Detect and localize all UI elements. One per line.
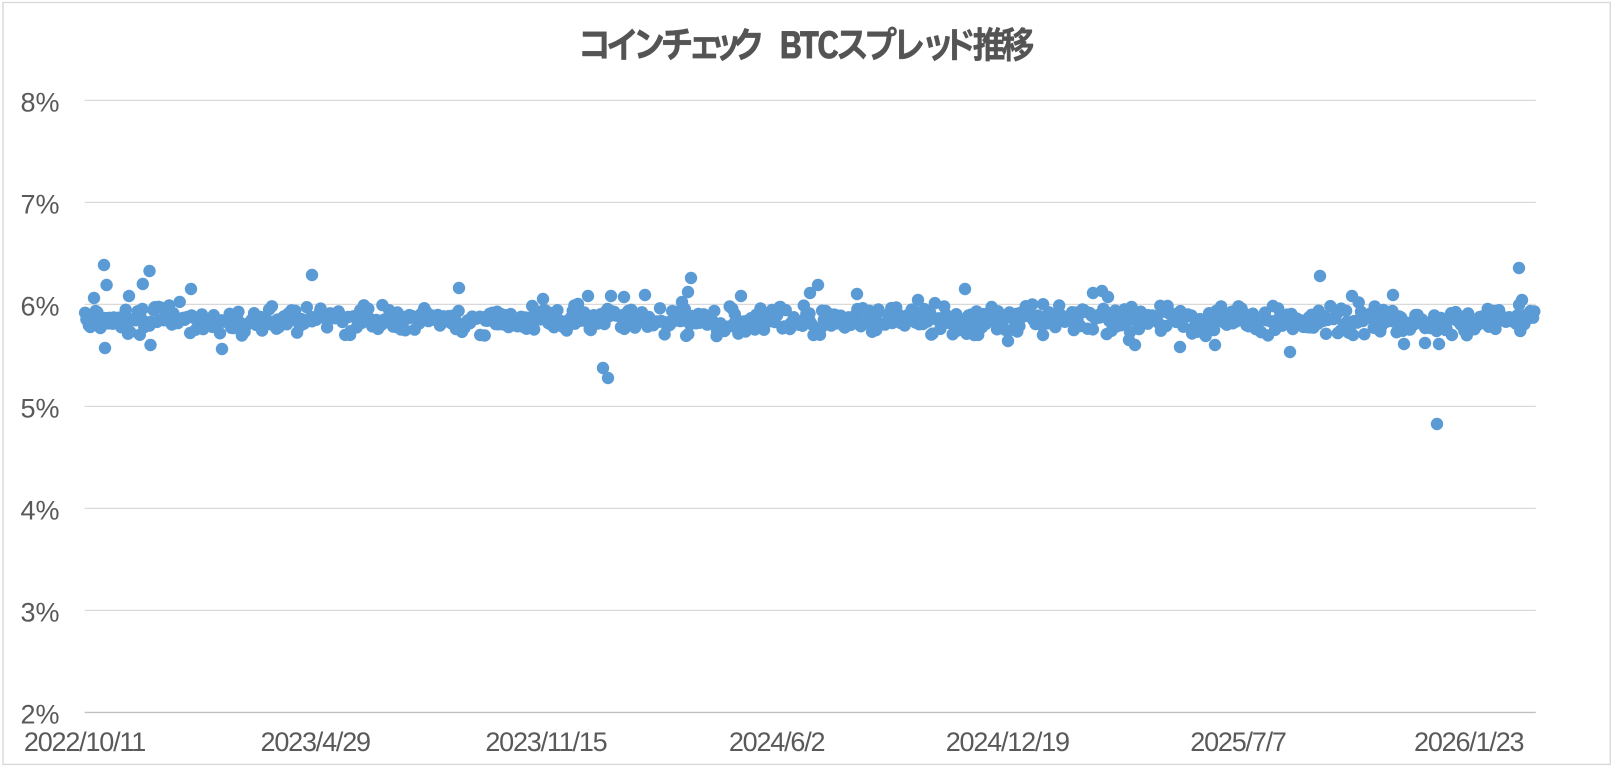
svg-text:2024/6/2: 2024/6/2 bbox=[729, 727, 825, 757]
svg-text:2023/11/15: 2023/11/15 bbox=[485, 727, 606, 757]
svg-text:2022/10/11: 2022/10/11 bbox=[24, 727, 145, 757]
svg-text:2025/7/7: 2025/7/7 bbox=[1190, 727, 1286, 757]
svg-text:2024/12/19: 2024/12/19 bbox=[946, 727, 1069, 757]
svg-text:6%: 6% bbox=[20, 292, 59, 322]
svg-text:7%: 7% bbox=[20, 190, 59, 220]
svg-text:5%: 5% bbox=[20, 394, 59, 424]
svg-text:2026/1/23: 2026/1/23 bbox=[1414, 727, 1523, 757]
svg-text:4%: 4% bbox=[20, 496, 59, 526]
svg-text:2%: 2% bbox=[20, 700, 59, 730]
svg-text:8%: 8% bbox=[20, 88, 59, 118]
svg-text:2023/4/29: 2023/4/29 bbox=[261, 727, 370, 757]
svg-text:3%: 3% bbox=[20, 598, 59, 628]
